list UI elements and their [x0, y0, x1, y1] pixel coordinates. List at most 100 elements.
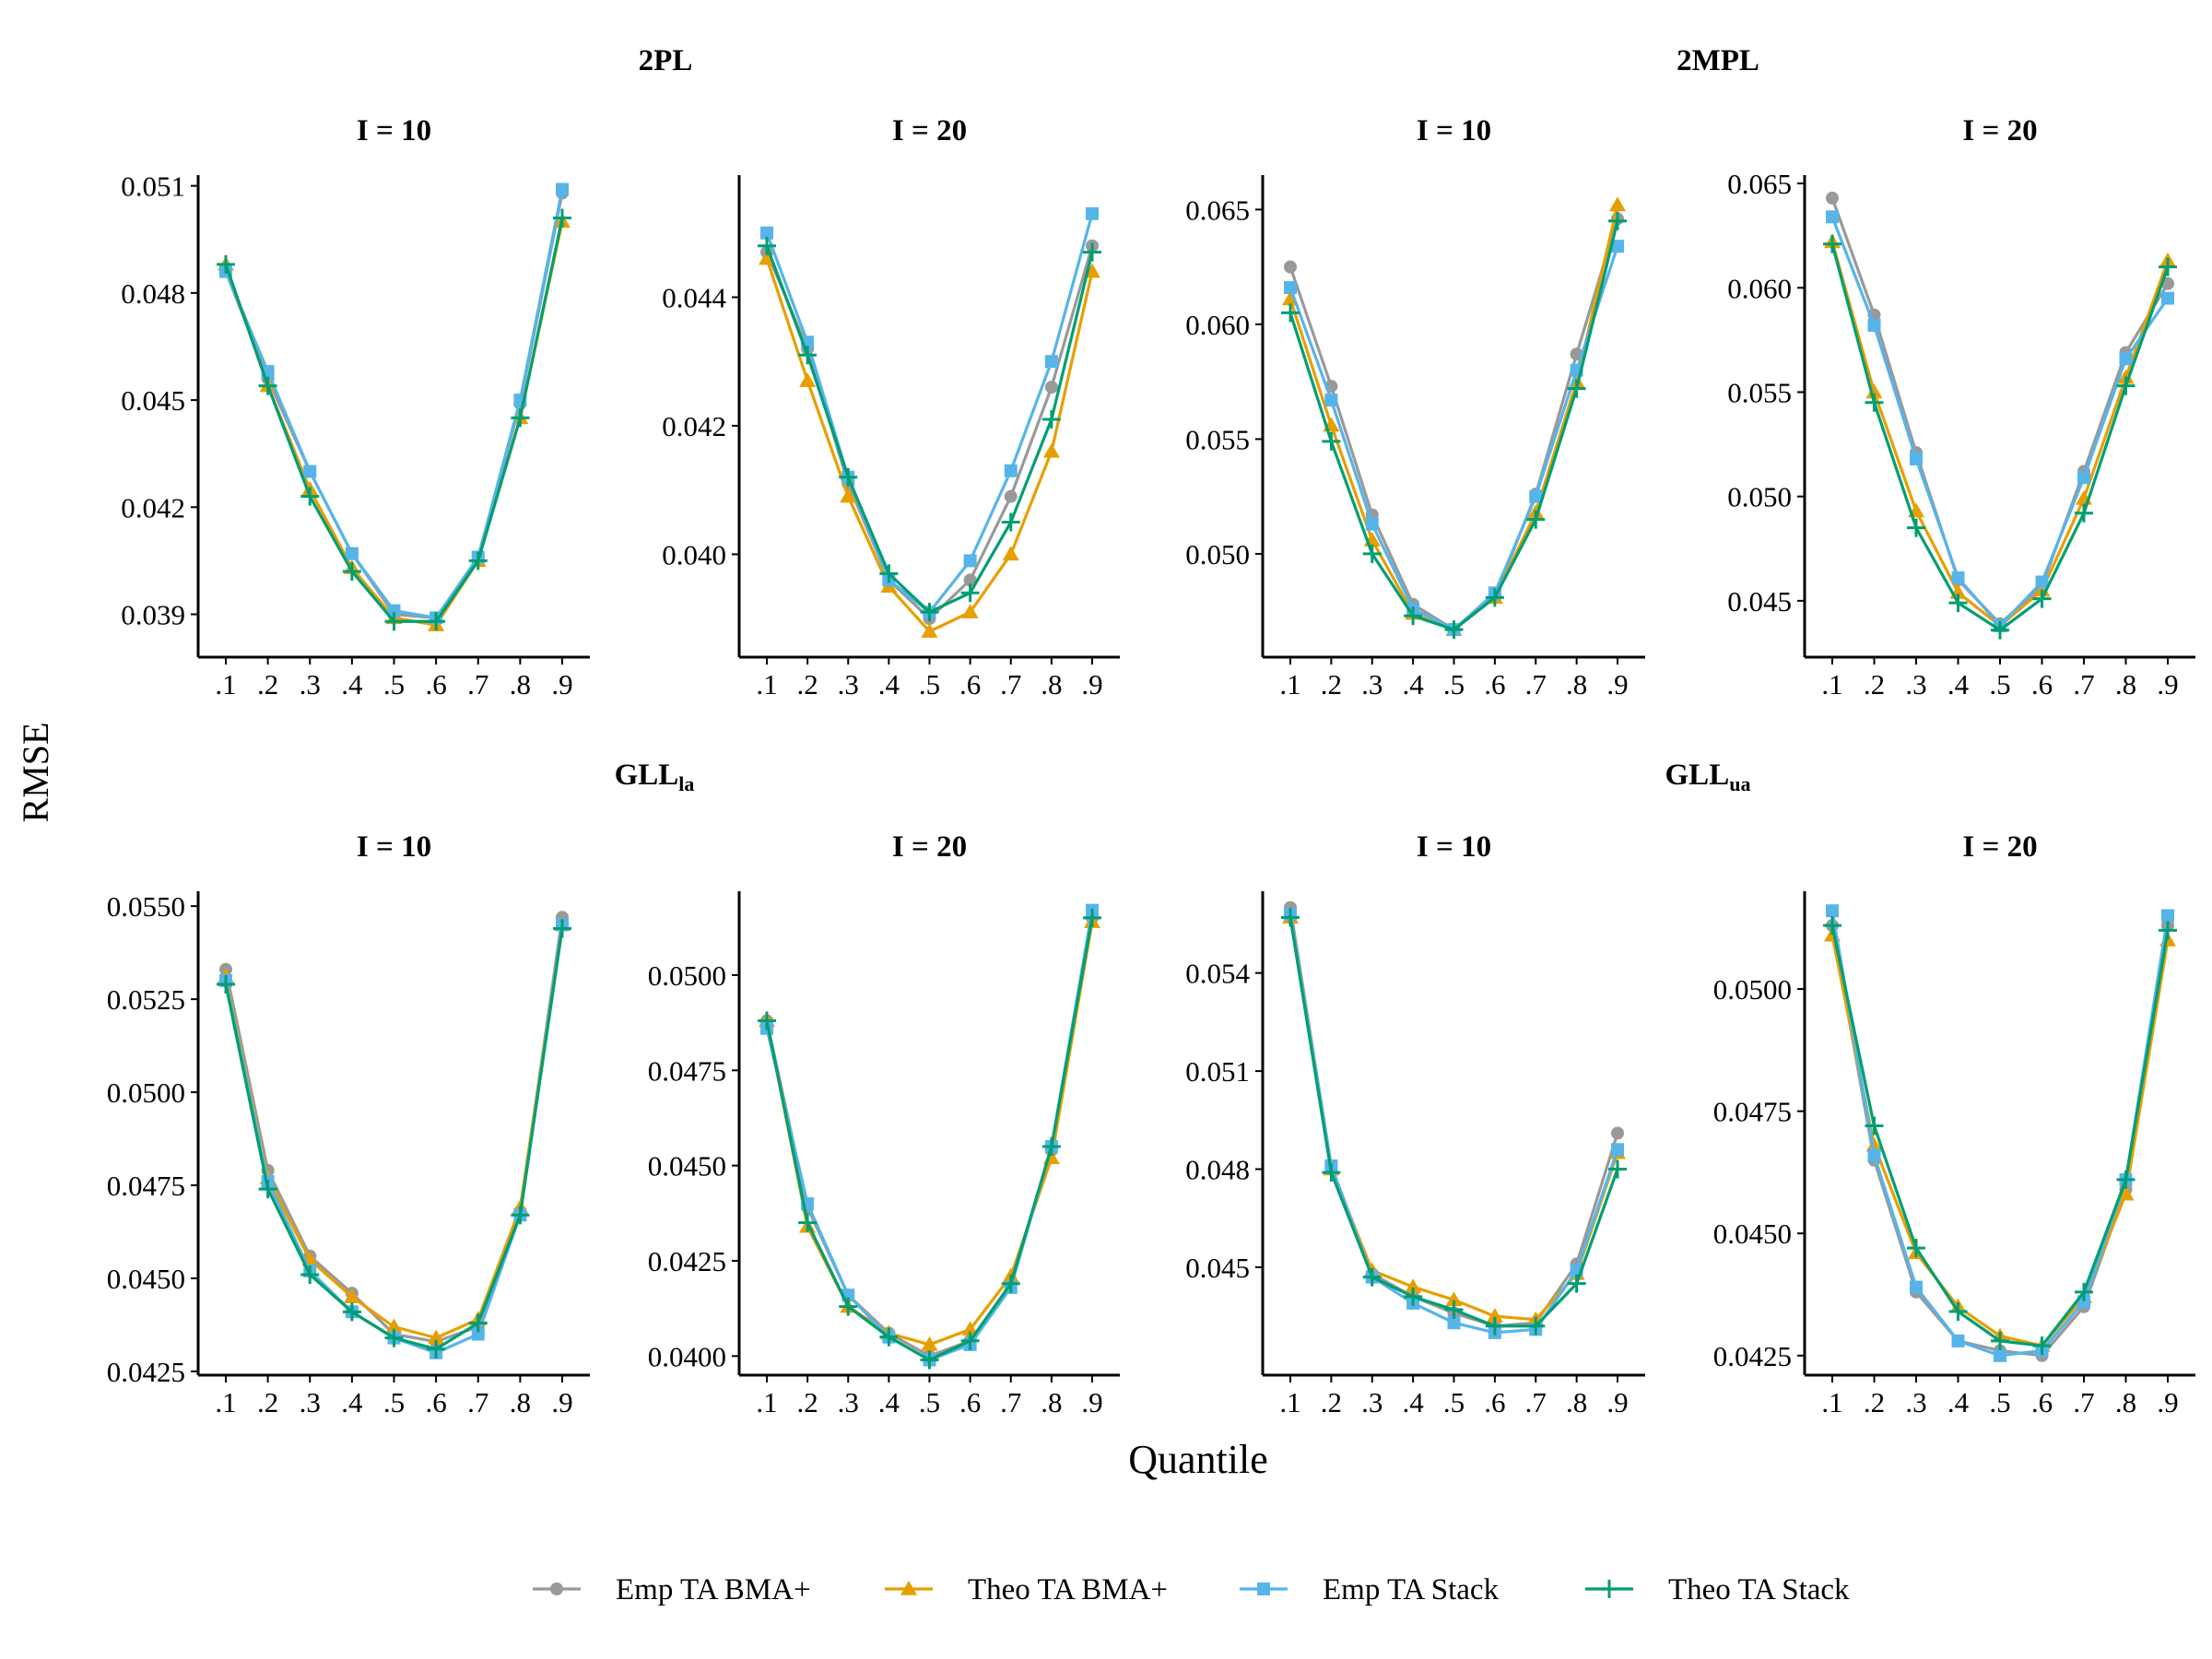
series-emp-ta-stack — [1284, 907, 1624, 1339]
panel-title: I = 10 — [1417, 114, 1491, 147]
data-point — [342, 1302, 361, 1322]
y-tick-label: 0.045 — [121, 384, 185, 417]
panel-title: I = 10 — [357, 114, 431, 147]
series-line — [1830, 935, 2170, 1347]
group-title-gll-ua: GLLua — [1665, 759, 1751, 795]
data-point — [1281, 908, 1300, 927]
series-theo-ta-stack — [758, 236, 1101, 622]
series-line — [1288, 917, 1619, 1328]
series-theo-ta-bma- — [218, 916, 571, 1345]
series-emp-ta-stack — [219, 182, 569, 625]
x-tick-label: .2 — [797, 1386, 818, 1418]
data-point — [1405, 1278, 1422, 1293]
x-tick-label: .6 — [1484, 1386, 1505, 1418]
series-line — [1830, 243, 2170, 632]
data-point — [511, 408, 530, 428]
data-point — [217, 974, 235, 994]
series-emp-ta-bma- — [219, 911, 569, 1348]
x-tick-label: .4 — [1947, 1386, 1970, 1418]
series-theo-ta-stack — [217, 208, 571, 631]
data-point — [1826, 904, 1839, 918]
series-theo-ta-stack — [758, 908, 1101, 1370]
data-point — [553, 208, 571, 228]
data-point — [1404, 606, 1423, 626]
legend-item: Theo TA BMA+ — [885, 1573, 1168, 1606]
x-tick-label: .7 — [467, 1386, 488, 1418]
series-theo-ta-stack — [1281, 908, 1627, 1335]
x-tick-label: .3 — [1905, 668, 1926, 700]
data-point — [300, 487, 320, 506]
y-tick-label: 0.042 — [662, 410, 726, 442]
data-point — [258, 1180, 277, 1199]
x-tick-label: .4 — [1403, 668, 1425, 700]
x-tick-label: .6 — [426, 668, 447, 700]
data-point — [1608, 1159, 1627, 1179]
x-tick-label: .9 — [2157, 1386, 2178, 1418]
data-point — [1867, 319, 1881, 333]
data-point — [1910, 452, 1923, 465]
data-point — [511, 1206, 530, 1225]
data-point — [1994, 1348, 2006, 1362]
x-tick-label: .6 — [959, 668, 981, 700]
data-point — [2116, 1170, 2136, 1189]
data-point — [1567, 1274, 1586, 1293]
data-point — [384, 612, 404, 631]
data-point — [1404, 1287, 1423, 1306]
data-point — [1867, 1148, 1881, 1162]
data-point — [798, 1213, 818, 1232]
data-point — [1324, 394, 1338, 407]
group-title-2mpl: 2MPL — [1677, 44, 1759, 77]
y-tick-label: 0.065 — [1185, 194, 1250, 226]
legend-marker — [1257, 1583, 1270, 1595]
x-tick-label: .7 — [2073, 668, 2094, 700]
y-tick-label: 0.0475 — [648, 1054, 726, 1087]
data-point — [1041, 1136, 1061, 1156]
chart-panel: I = 20 0.0425 0.0450 0.0475 0.0500 .1 .2 .3 .4 .5… — [1713, 830, 2195, 1418]
series-line — [765, 245, 1094, 620]
series-line — [1830, 924, 2170, 1358]
series-line — [1288, 245, 1619, 631]
x-tick-label: .4 — [1947, 668, 1970, 700]
series-line — [224, 924, 564, 1355]
chart-panel: I = 10 0.039 0.042 0.045 0.048 0.051 .1 .2 .3 .4.… — [121, 114, 590, 700]
data-point — [921, 623, 938, 638]
x-tick-label: .5 — [919, 1386, 940, 1418]
data-point — [1485, 588, 1504, 607]
data-point — [387, 604, 401, 618]
data-point — [1362, 1267, 1382, 1287]
data-point — [468, 1313, 488, 1333]
legend-label: Emp TA Stack — [1323, 1573, 1500, 1606]
x-tick-label: .3 — [838, 668, 859, 700]
data-point — [1002, 546, 1019, 561]
y-tick-label: 0.039 — [121, 599, 185, 631]
panel-title: I = 20 — [892, 114, 967, 147]
chart-panel: I = 10 0.045 0.048 0.051 0.054 .1 .2 .3 .4 .5 .6 .7… — [1185, 830, 1645, 1418]
x-tick-label: .2 — [257, 1386, 278, 1418]
data-point — [384, 1328, 404, 1347]
x-tick-label: .3 — [1361, 1386, 1382, 1418]
data-point — [839, 467, 858, 487]
data-point — [1486, 1308, 1503, 1323]
data-point — [1608, 211, 1627, 230]
data-point — [920, 1350, 939, 1370]
data-point — [553, 919, 571, 938]
series-line — [224, 917, 564, 1344]
x-tick-label: .8 — [2115, 668, 2136, 700]
series-line — [765, 921, 1094, 1347]
x-tick-label: .1 — [1279, 668, 1300, 700]
data-point — [258, 376, 277, 395]
y-tick-label: 0.0450 — [107, 1263, 185, 1295]
series-line — [765, 258, 1094, 633]
data-point — [1284, 260, 1297, 274]
y-tick-label: 0.0425 — [648, 1245, 726, 1277]
data-point — [217, 254, 235, 274]
y-tick-label: 0.045 — [1185, 1252, 1250, 1284]
data-point — [798, 346, 818, 365]
data-point — [1951, 571, 1965, 584]
data-point — [468, 551, 488, 571]
data-point — [960, 583, 980, 603]
series-line — [765, 245, 1094, 614]
series-line — [765, 917, 1094, 1358]
series-line — [765, 910, 1094, 1362]
y-tick-label: 0.0400 — [648, 1340, 726, 1372]
